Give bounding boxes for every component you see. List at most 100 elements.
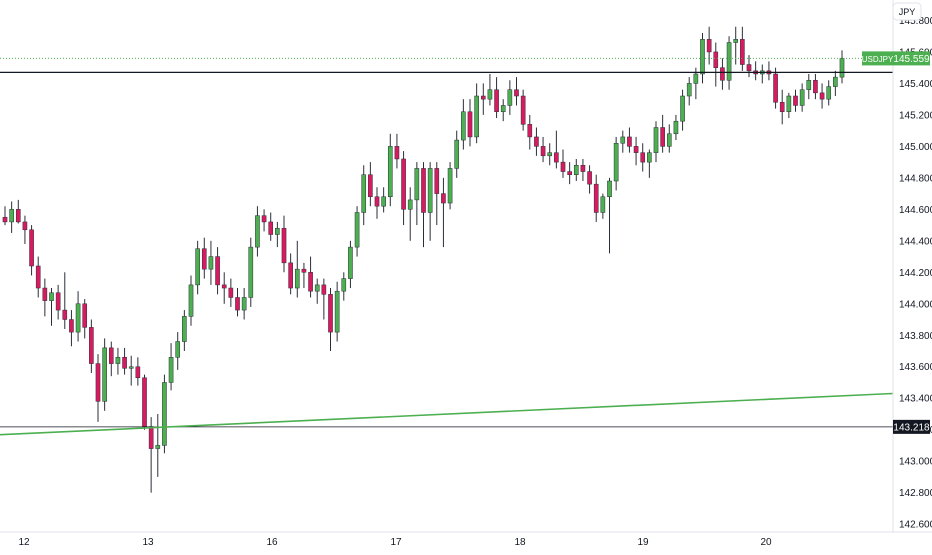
candle-body <box>434 168 440 194</box>
price-tick-label: 142.600 <box>899 520 932 531</box>
currency-button[interactable]: JPY <box>892 2 922 21</box>
candle-body <box>461 111 466 141</box>
candle-body <box>580 165 586 172</box>
candle-body <box>819 92 825 100</box>
candle-body <box>348 246 353 279</box>
candle-body <box>600 196 606 213</box>
candle-body <box>314 284 320 292</box>
candle-body <box>155 445 161 449</box>
candle-body <box>500 105 506 113</box>
candle-body <box>540 146 546 157</box>
candle-body <box>15 209 21 223</box>
candle-body <box>115 357 121 364</box>
price-tick-label: 143.600 <box>899 362 932 373</box>
currency-button-frame <box>892 2 922 21</box>
candle-body <box>334 290 340 333</box>
candle-body <box>627 136 632 147</box>
price-tick-label: 143.400 <box>899 394 932 405</box>
time-tick-label: 20 <box>760 537 772 548</box>
candle-body <box>421 168 426 213</box>
candle-body <box>255 215 260 248</box>
candle-body <box>89 327 94 364</box>
candle-body <box>42 287 48 301</box>
price-tick-label: 142.800 <box>899 488 932 499</box>
candle-body <box>368 174 373 197</box>
candle-body <box>706 39 712 53</box>
candle-body <box>520 95 526 125</box>
candle-body <box>387 146 393 197</box>
price-axis-background <box>893 0 932 532</box>
price-tick-label: 143.000 <box>899 457 932 468</box>
candle-body <box>666 133 672 147</box>
candle-body <box>613 142 619 182</box>
candle-body <box>221 284 227 289</box>
candle-body <box>560 161 566 172</box>
time-axis[interactable]: 12 13 16 17 18 19 20 <box>0 531 932 548</box>
price-tick-label: 144.800 <box>899 173 932 184</box>
time-tick-label: 16 <box>266 537 278 548</box>
candle-body <box>487 89 493 100</box>
price-tick-label: 144.200 <box>899 268 932 279</box>
price-tick-label: 145.400 <box>899 79 932 90</box>
candle-body <box>182 316 187 342</box>
price-tick-label: 145.800 <box>899 16 932 27</box>
candle-body <box>22 221 28 231</box>
candle-body <box>779 102 785 113</box>
candle-body <box>467 111 473 138</box>
candle-body <box>793 95 798 106</box>
candle-body <box>142 377 147 427</box>
candle-body <box>69 319 74 333</box>
candle-body <box>720 67 725 81</box>
candle-body <box>195 248 200 286</box>
candle-body <box>308 272 313 292</box>
drawn-lines <box>0 57 894 436</box>
candle-body <box>321 284 327 295</box>
candle-body <box>740 39 745 65</box>
price-axis[interactable]: 145.800145.600145.400145.200145.000144.8… <box>862 0 932 532</box>
candle-body <box>806 80 812 90</box>
candle-body <box>201 248 207 270</box>
candle-body <box>839 57 845 78</box>
candle-body <box>175 341 181 358</box>
candle-body <box>653 127 659 153</box>
candle-body <box>235 297 240 311</box>
candle-body <box>554 152 559 163</box>
price-tick-label: 144.000 <box>899 299 932 310</box>
candle-body <box>341 278 347 292</box>
candle-body <box>128 366 134 369</box>
candles <box>2 26 845 493</box>
candle-body <box>188 284 194 317</box>
candle-body <box>122 357 127 369</box>
candle-body <box>573 165 579 175</box>
candle-body <box>607 180 612 197</box>
candle-body <box>381 196 386 207</box>
candle-body <box>108 347 114 364</box>
candle-body <box>281 227 287 264</box>
candle-body <box>527 124 533 138</box>
candle-body <box>268 221 274 235</box>
time-axis-ticks: 12 13 16 17 18 19 20 <box>18 537 772 548</box>
candle-body <box>686 83 692 97</box>
candle-body <box>354 212 360 248</box>
candle-body <box>55 292 61 311</box>
candle-body <box>62 309 68 320</box>
candle-body <box>640 152 646 163</box>
trendline <box>0 392 894 436</box>
candle-body <box>75 303 81 333</box>
time-tick-label: 12 <box>18 537 30 548</box>
candle-body <box>401 158 406 210</box>
candle-body <box>786 95 792 113</box>
candle-body <box>275 227 280 235</box>
candle-body <box>507 89 513 106</box>
candle-body <box>294 268 300 289</box>
candle-body <box>813 80 818 94</box>
price-tick-label: 143.800 <box>899 331 932 342</box>
marked-level-tag-label: 143.218 <box>893 422 930 433</box>
candle-body <box>633 146 639 153</box>
candle-body <box>454 139 460 169</box>
candle-body <box>514 89 519 97</box>
candle-body <box>647 152 652 163</box>
candle-body <box>593 183 599 213</box>
